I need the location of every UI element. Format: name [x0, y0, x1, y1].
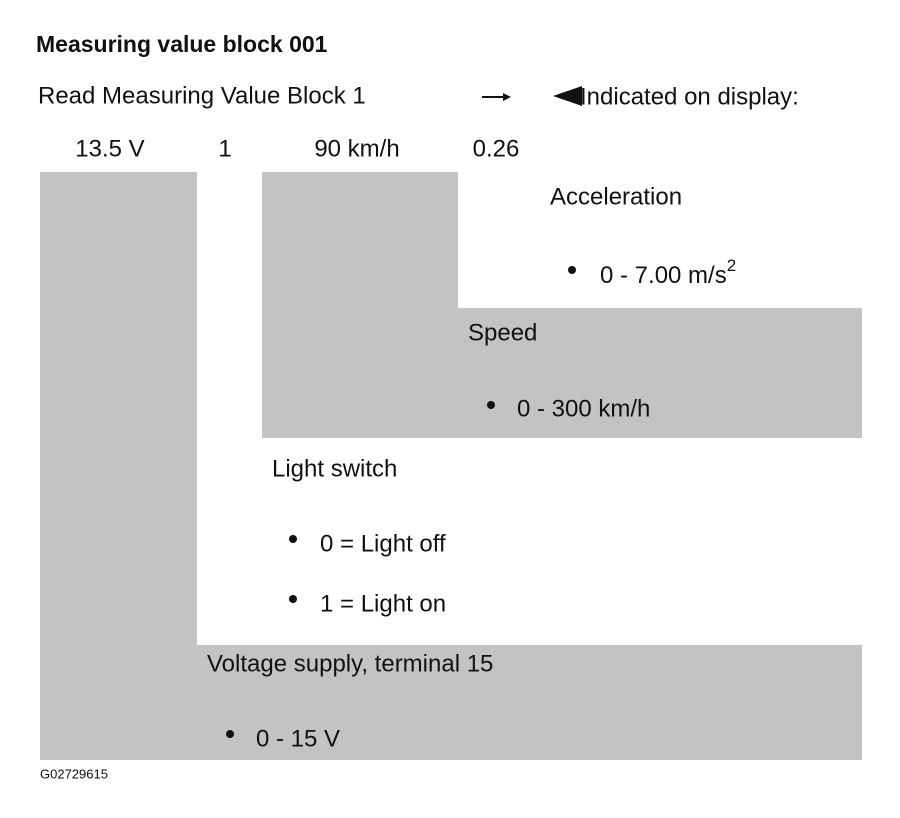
display-value: 1	[218, 135, 231, 162]
field-item: 0 = Light off	[320, 530, 446, 557]
title: Measuring value block 001	[36, 31, 328, 57]
bullet	[289, 535, 297, 543]
pointer-triangle	[553, 86, 582, 106]
range-text: 0 - 7.00 m/s	[600, 262, 727, 289]
speed-region	[262, 172, 862, 438]
instruction: Read Measuring Value Block 1	[38, 82, 366, 109]
display-value: 0.26	[473, 135, 520, 162]
display-value: 13.5 V	[75, 135, 144, 162]
field-range: 0 - 15 V	[256, 725, 340, 752]
figure-code: G02729615	[40, 766, 108, 781]
field-item: 1 = Light on	[320, 590, 446, 617]
field-label: Voltage supply, terminal 15	[207, 650, 493, 677]
bullet	[226, 730, 234, 738]
arrow	[482, 93, 511, 101]
exponent: 2	[727, 256, 736, 275]
display-value: 90 km/h	[314, 135, 399, 162]
field-label: Acceleration	[550, 183, 682, 210]
voltage-region	[40, 172, 862, 760]
field-range: 0 - 300 km/h	[517, 395, 650, 422]
field-label: Speed	[468, 319, 537, 346]
field-range: 0 - 7.00 m/s2	[600, 256, 736, 289]
bullet	[487, 401, 495, 409]
indicated-label: Indicated on display:	[580, 83, 799, 110]
bullet	[289, 595, 297, 603]
field-label: Light switch	[272, 455, 397, 482]
bullet	[568, 266, 576, 274]
